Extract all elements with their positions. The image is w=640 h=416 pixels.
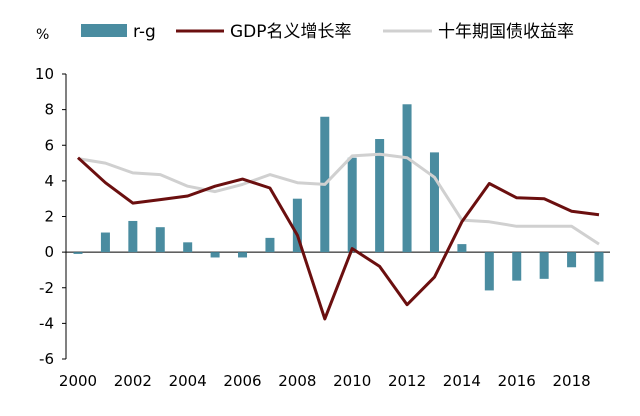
bar-rg-2019	[594, 252, 604, 282]
x-tick-label: 2002	[114, 372, 152, 390]
line-series	[76, 152, 600, 321]
y-ticks: 10 8 6 4 2 0 -2 -4 -6	[35, 65, 66, 368]
y-tick-label: 4	[44, 172, 54, 190]
line-gdp-growth	[76, 156, 600, 321]
legend: r-g GDP名义增长率 十年期国债收益率	[81, 22, 574, 42]
legend-label-bond: 十年期国债收益率	[438, 22, 574, 42]
x-tick-label: 2014	[443, 372, 481, 390]
line-bond-yield	[77, 152, 600, 246]
y-tick-label: 0	[44, 243, 54, 261]
bar-rg-2005	[210, 252, 220, 258]
bar-rg-2017	[539, 252, 549, 279]
bar-rg-2000	[73, 252, 83, 254]
bar-rg-2011	[375, 139, 385, 253]
legend-label-gdp: GDP名义增长率	[230, 22, 352, 42]
x-tick-label: 2012	[388, 372, 426, 390]
y-tick-label: 10	[35, 65, 54, 83]
y-tick-label: 2	[44, 208, 54, 226]
bar-rg-2002	[128, 220, 138, 253]
x-ticks: 2000 2002 2004 2006 2008 2010 2012 2014 2016 2018	[59, 372, 591, 390]
bar-rg-2012	[402, 104, 412, 253]
bar-rg-2001	[100, 232, 110, 253]
x-tick-label: 2006	[223, 372, 261, 390]
x-tick-label: 2000	[59, 372, 97, 390]
x-tick-label: 2016	[498, 372, 536, 390]
y-tick-label: -4	[39, 314, 54, 332]
legend-label-rg: r-g	[133, 22, 156, 42]
bar-rg-2006	[238, 252, 248, 258]
bar-rg-2014	[457, 244, 467, 253]
legend-swatch-rg	[81, 24, 127, 37]
bar-rg-2015	[484, 252, 494, 291]
bar-rg-2007	[265, 237, 275, 253]
bar-rg-2003	[155, 227, 165, 253]
bar-rg-2013	[429, 152, 439, 253]
bar-rg-2008	[292, 198, 302, 253]
y-tick-label: -2	[39, 279, 54, 297]
x-tick-label: 2018	[552, 372, 590, 390]
bar-rg-2004	[183, 242, 193, 253]
y-tick-label: 6	[44, 136, 54, 154]
x-tick-label: 2010	[333, 372, 371, 390]
y-tick-label: 8	[44, 101, 54, 119]
bar-rg-2010	[347, 157, 357, 253]
x-tick-label: 2004	[169, 372, 207, 390]
bar-rg-2016	[512, 252, 522, 281]
y-unit-label: %	[36, 27, 49, 43]
y-tick-label: -6	[39, 350, 54, 368]
bar-rg-2018	[567, 252, 577, 268]
x-tick-label: 2008	[278, 372, 316, 390]
